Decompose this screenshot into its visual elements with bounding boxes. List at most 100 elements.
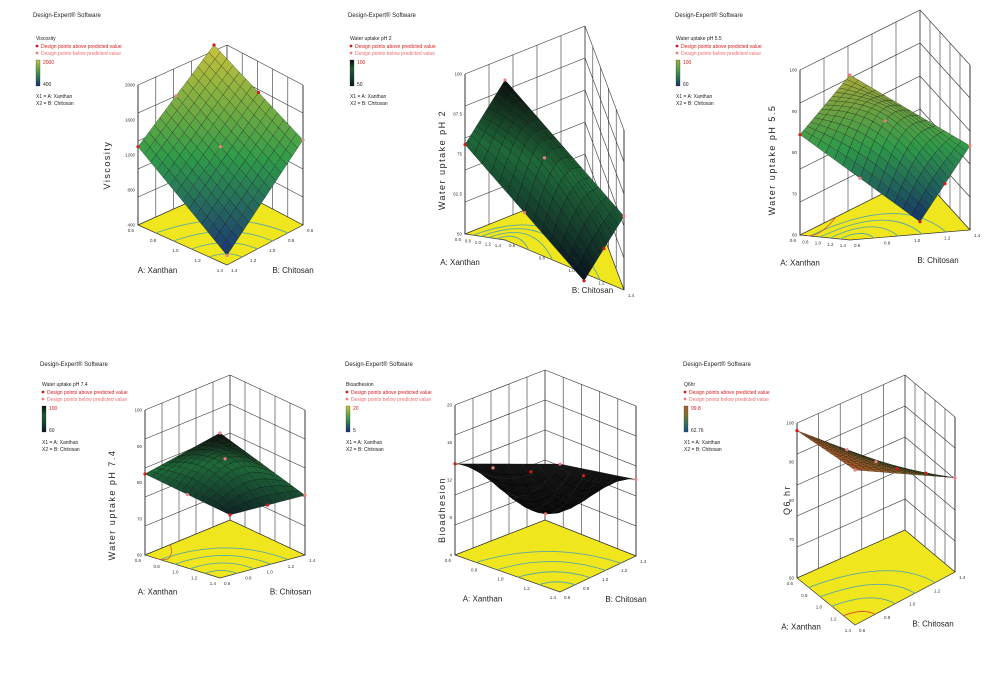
- z-tick-label: 20: [447, 403, 453, 408]
- z-ticks: 2000 1600 1200 800 400: [125, 83, 136, 228]
- design-point: [943, 182, 947, 186]
- design-point: [301, 138, 305, 142]
- x-tick-label: 1.4: [628, 293, 635, 298]
- response-name: Water uptake pH 7.4: [42, 382, 88, 388]
- legend-x1: X1 = A: Xanthan: [350, 94, 386, 100]
- y-tick-label: 1.2: [827, 242, 834, 247]
- response-surface: [796, 430, 956, 478]
- design-point: [558, 462, 562, 466]
- y-tick-label: 1.4: [210, 581, 217, 586]
- z-tick-label: 60: [789, 576, 795, 581]
- y-tick-label: 1.4: [217, 268, 224, 273]
- y-tick-label: 0.8: [153, 564, 160, 569]
- x-tick-label: 1.0: [269, 248, 276, 253]
- z-ticks: 100 87.5 75 62.5 50: [453, 72, 462, 237]
- design-point: [858, 176, 862, 180]
- floor-ticks: 0.6 0.8 1.0 1.2 1.4 0.6 0.8 1.0 1.2 1.4: [790, 233, 981, 248]
- z-tick-label: 70: [792, 191, 798, 196]
- z-tick-label: 90: [792, 109, 798, 114]
- z-tick-label: 70: [789, 537, 795, 542]
- legend-scale-top: 99.8: [691, 406, 701, 412]
- floor-ticks: 0.6 0.8 1.0 1.2 1.4 0.6 0.8 1.0 1.2 1.4: [787, 575, 966, 633]
- y-axis-title: A: Xanthan: [440, 258, 480, 267]
- z-ticks: 100 90 80 70 60: [786, 421, 794, 581]
- z-tick-label: 80: [789, 498, 795, 503]
- x-axis-title: B: Chitosan: [917, 256, 958, 265]
- x-tick-label: 1.0: [267, 570, 274, 575]
- design-point: [622, 214, 626, 218]
- z-ticks: 100 90 80 70 60: [134, 408, 142, 558]
- legend-scale-top: 100: [49, 406, 58, 412]
- x-tick-label: 1.4: [974, 233, 981, 238]
- z-tick-label: 80: [137, 480, 143, 485]
- design-point: [953, 476, 957, 480]
- z-tick-label: 75: [457, 152, 463, 157]
- y-axis-title: A: Xanthan: [463, 595, 503, 604]
- z-axis-title: Q6 hr: [782, 485, 792, 515]
- x-tick-label: 1.4: [309, 558, 316, 563]
- y-tick-label: 0.6: [787, 581, 794, 586]
- design-point: [874, 460, 878, 464]
- z-tick-label: 16: [447, 440, 453, 445]
- y-tick-label: 1.0: [816, 605, 823, 610]
- x-tick-label: 0.6: [859, 628, 866, 633]
- design-point: [303, 493, 307, 497]
- x-tick-label: 0.6: [854, 243, 861, 248]
- y-tick-label: 1.2: [523, 586, 530, 591]
- legend-scale-bottom: 400: [43, 82, 52, 88]
- software-label: Design-Expert® Software: [33, 12, 101, 19]
- legend-colorbar: [345, 405, 351, 433]
- response-surface: [144, 432, 306, 516]
- z-tick-label: 60: [137, 553, 143, 558]
- legend-x2: X2 = B: Chitosan: [36, 101, 74, 107]
- z-tick-label: 100: [789, 68, 797, 73]
- z-tick-label: 400: [127, 223, 135, 228]
- design-point: [256, 90, 261, 95]
- design-point: [895, 467, 899, 471]
- design-points: [143, 431, 307, 517]
- legend-x2: X2 = B: Chitosan: [350, 101, 388, 107]
- legend-below: Design points below predicted value: [47, 397, 127, 403]
- y-tick-label: 0.6: [455, 237, 462, 242]
- x-tick-label: 0.6: [564, 595, 571, 600]
- design-points: [463, 78, 626, 283]
- x-tick-label: 1.0: [914, 238, 921, 243]
- y-tick-label: 1.4: [840, 243, 847, 248]
- design-point: [582, 279, 586, 283]
- y-tick-label: 0.8: [471, 567, 478, 572]
- contour-floor: [143, 519, 307, 579]
- design-point: [634, 477, 638, 482]
- design-point: [602, 246, 606, 251]
- legend-marker-above: [345, 390, 349, 394]
- software-label: Design-Expert® Software: [683, 361, 751, 368]
- y-tick-label: 0.8: [801, 593, 808, 598]
- software-label: Design-Expert® Software: [345, 361, 413, 368]
- design-point: [185, 492, 190, 497]
- legend-x2: X2 = B: Chitosan: [42, 447, 80, 453]
- design-point: [968, 144, 972, 148]
- design-points: [798, 73, 972, 224]
- design-point: [543, 512, 548, 516]
- response-name: Water uptake pH 2: [350, 36, 392, 42]
- legend-above: Design points above predicted value: [689, 390, 770, 396]
- floor-contours: [475, 551, 621, 586]
- z-tick-label: 70: [137, 516, 143, 521]
- z-ticks: 20 16 12 8 4: [447, 403, 453, 558]
- legend-scale-top: 20: [353, 406, 359, 412]
- x-tick-label: 0.6: [307, 228, 314, 233]
- design-point: [924, 471, 928, 475]
- design-points: [453, 462, 638, 516]
- x-axis-title: B: Chitosan: [572, 286, 613, 295]
- design-point: [848, 73, 852, 77]
- legend-x1: X1 = A: Xanthan: [36, 94, 72, 100]
- legend-marker-below: [349, 51, 353, 55]
- legend-x1: X1 = A: Xanthan: [684, 440, 720, 446]
- legend-below: Design points below predicted value: [351, 397, 431, 403]
- y-axis-title: A: Xanthan: [138, 266, 178, 275]
- x-tick-label: 1.0: [909, 602, 916, 607]
- x-axis-title: B: Chitosan: [272, 266, 313, 275]
- chart-panel-3: Design-Expert® Software Water uptake pH 5…: [675, 9, 981, 268]
- legend-colorbar: [41, 405, 47, 433]
- z-tick-label: 50: [457, 232, 463, 237]
- y-axis-title: A: Xanthan: [138, 588, 178, 597]
